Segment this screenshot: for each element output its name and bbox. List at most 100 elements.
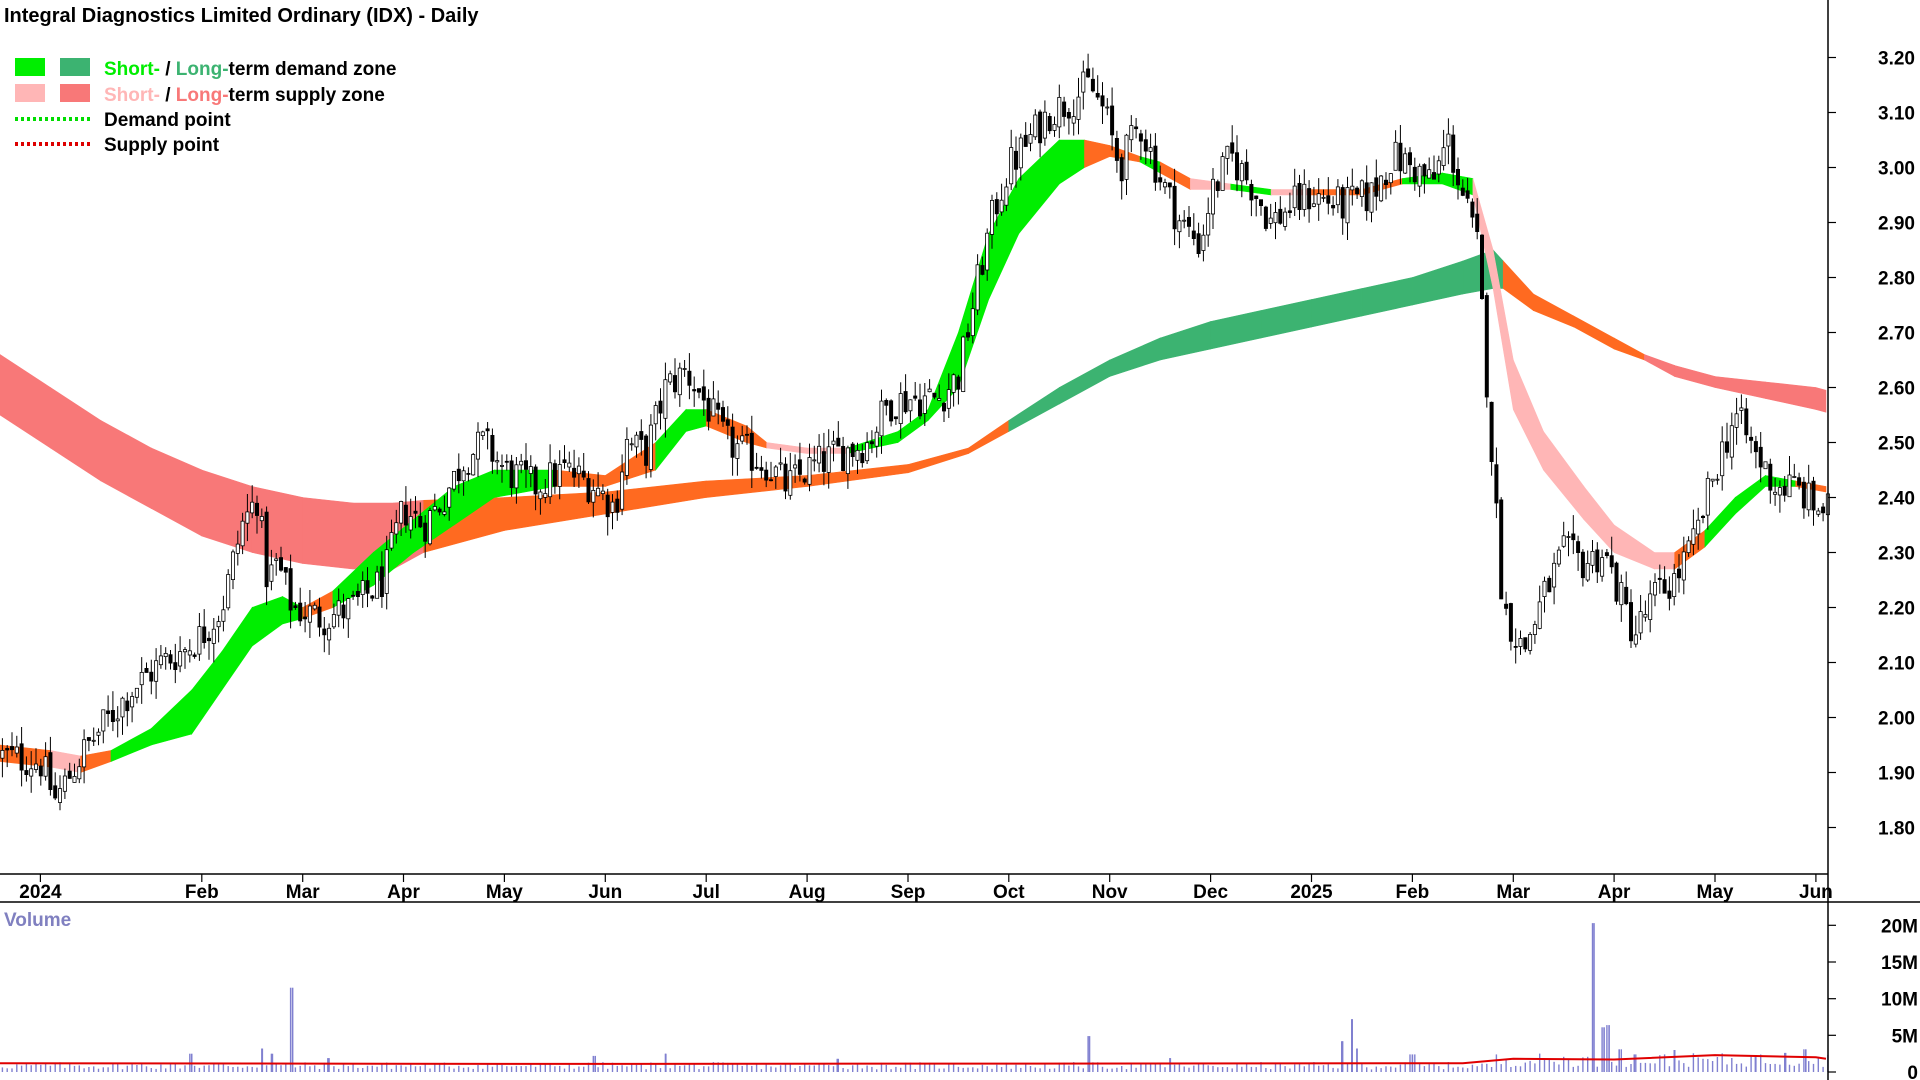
candle-body: [62, 775, 67, 792]
candle-body: [1465, 190, 1470, 199]
candle-body: [1230, 142, 1235, 154]
candle-body: [1321, 196, 1326, 199]
candle-body: [994, 199, 999, 215]
candle-body: [163, 653, 168, 658]
candle-body: [1287, 210, 1292, 214]
candle-body: [697, 388, 702, 393]
candle-body: [1215, 181, 1220, 191]
price-tick-label: 2.60: [1878, 379, 1915, 400]
time-tick-label: May: [1697, 882, 1734, 903]
candle-body: [379, 566, 384, 597]
candle-body: [216, 621, 221, 628]
candle-body: [259, 516, 264, 522]
candle-body: [1470, 201, 1475, 218]
candle-body: [24, 770, 29, 775]
candle-body: [34, 763, 39, 770]
candle-body: [879, 400, 884, 437]
candle-body: [235, 543, 240, 554]
candle-body: [211, 628, 216, 644]
candle-body: [1081, 71, 1086, 93]
candle-body: [1604, 552, 1609, 556]
volume-tick-label: 20M: [1881, 916, 1918, 937]
candle-body: [125, 700, 130, 712]
candle-body: [1364, 182, 1369, 212]
candle-body: [1263, 206, 1268, 229]
candle-body: [1297, 182, 1302, 210]
candle-body: [475, 431, 480, 460]
candle-body: [480, 431, 485, 436]
candle-body: [567, 462, 572, 468]
candle-body: [355, 591, 360, 598]
legend-demand-zone: Short- / Long-term demand zone: [104, 59, 396, 80]
candle-body: [0, 750, 5, 759]
candle-body: [1066, 112, 1071, 119]
candle-body: [1009, 147, 1014, 185]
candle-body: [149, 671, 154, 682]
candle-body: [1499, 499, 1504, 600]
candle-body: [110, 710, 115, 723]
price-tick-label: 2.50: [1878, 434, 1915, 455]
legend-swatch-long-supply: [60, 84, 90, 102]
candle-body: [1758, 446, 1763, 468]
candle-body: [1220, 156, 1225, 191]
candle-body: [1532, 624, 1537, 636]
candle-body: [855, 449, 860, 461]
candle-body: [1004, 186, 1009, 206]
candle-body: [91, 739, 96, 742]
candle-body: [1681, 551, 1686, 581]
candle-body: [1436, 160, 1441, 175]
candle-body: [1018, 137, 1023, 169]
candle-body: [456, 468, 461, 482]
candle-body: [1302, 183, 1307, 210]
volume-tick-label: 5M: [1892, 1026, 1918, 1047]
candle-body: [754, 466, 759, 469]
time-tick-label: Dec: [1193, 882, 1228, 903]
candle-body: [5, 748, 10, 751]
candle-body: [783, 463, 788, 492]
legend: Short- / Long-term demand zone Short- / …: [15, 58, 396, 156]
candle-body: [403, 504, 408, 526]
candle-body: [1701, 515, 1706, 518]
candle-body: [1283, 211, 1288, 227]
candle-body: [807, 457, 812, 485]
candle-body: [1408, 152, 1413, 166]
candle-body: [1278, 208, 1283, 224]
candle-body: [1023, 134, 1028, 147]
time-tick-label: Feb: [1396, 882, 1430, 903]
candle-body: [346, 598, 351, 620]
candle-body: [499, 464, 504, 467]
candle-body: [303, 616, 308, 620]
candle-body: [1782, 485, 1787, 496]
candle-body: [639, 431, 644, 440]
candle-body: [1763, 461, 1768, 470]
candle-body: [38, 765, 43, 777]
candle-body: [596, 487, 601, 497]
candle-body: [245, 511, 250, 524]
candle-body: [192, 654, 197, 657]
candle-body: [721, 407, 726, 422]
price-tick-label: 1.80: [1878, 819, 1915, 840]
time-tick-label: Apr: [1598, 882, 1631, 903]
candle-body: [298, 602, 303, 622]
legend-swatch-long-demand: [60, 58, 90, 76]
candle-body: [980, 265, 985, 275]
time-tick-label: May: [486, 882, 523, 903]
candle-body: [831, 440, 836, 445]
volume-tick-label: 15M: [1881, 953, 1918, 974]
candle-body: [423, 522, 428, 542]
volume-average-line: [0, 1054, 1827, 1065]
candle-body: [360, 580, 365, 595]
candle-body: [1484, 295, 1489, 398]
candle-body: [1768, 463, 1773, 491]
candle-body: [1561, 535, 1566, 547]
candle-body: [927, 388, 932, 393]
candle-body: [1547, 577, 1552, 593]
candle-body: [1595, 549, 1600, 573]
candle-body: [1475, 213, 1480, 233]
candle-body: [1725, 441, 1730, 453]
time-tick-label: Aug: [789, 882, 826, 903]
candle-body: [970, 308, 975, 337]
candle-body: [1777, 487, 1782, 496]
candle-body: [788, 470, 793, 496]
candle-body: [682, 368, 687, 370]
